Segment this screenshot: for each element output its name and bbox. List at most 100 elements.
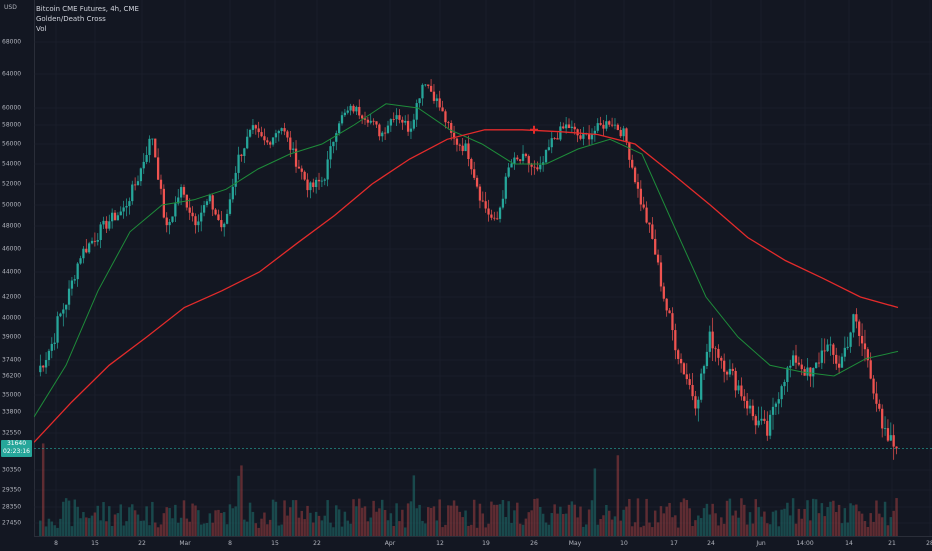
- volume-bar: [524, 518, 528, 536]
- volume-bar: [878, 513, 881, 536]
- price-tick-label: 35000: [2, 391, 22, 399]
- candle-body: [610, 124, 614, 126]
- candle-body: [303, 171, 306, 180]
- candle-body: [76, 263, 79, 280]
- volume-bar: [441, 527, 444, 536]
- candle-body: [889, 435, 892, 441]
- volume-bar: [199, 524, 203, 536]
- volume-bar: [395, 503, 398, 536]
- candle-body: [622, 128, 625, 137]
- volume-bar: [840, 523, 844, 536]
- volume-bar: [889, 517, 893, 536]
- indicator-golden-death-cross[interactable]: Golden/Death Cross: [36, 15, 106, 23]
- volume-bar: [110, 525, 114, 536]
- volume-bar: [780, 509, 783, 536]
- candle-body: [340, 115, 344, 124]
- volume-bar: [205, 523, 209, 536]
- volume-bar: [191, 503, 194, 536]
- volume-bar: [639, 527, 643, 536]
- volume-bar: [398, 521, 401, 536]
- volume-bar: [300, 510, 304, 536]
- candle-body: [349, 105, 352, 111]
- volume-bar: [533, 498, 536, 536]
- volume-bar: [429, 507, 433, 536]
- time-tick-label: 12: [436, 540, 444, 547]
- candle-body: [208, 195, 211, 202]
- time-axis[interactable]: 8 15 22 Mar 8 15 22 Apr 12 19 26 May 10 17 24 Jun 14:00 1…: [34, 536, 932, 551]
- volume-bar: [590, 500, 594, 536]
- candle-body: [47, 350, 51, 361]
- price-tick-label: 39000: [2, 333, 22, 341]
- volume-bar: [214, 510, 217, 536]
- volume-bars: [39, 443, 898, 536]
- volume-bar: [760, 516, 763, 536]
- symbol-title[interactable]: Bitcoin CME Futures, 4h, CME: [36, 5, 139, 13]
- candle-body: [743, 396, 746, 401]
- volume-bar: [366, 521, 370, 536]
- candle-body: [292, 148, 295, 150]
- time-tick-label: 15: [91, 540, 99, 547]
- price-tick-label: 64000: [2, 70, 22, 78]
- price-chart-plot[interactable]: [34, 0, 932, 536]
- candle-body: [122, 207, 125, 212]
- volume-bar: [202, 523, 206, 536]
- candle-body: [763, 418, 766, 421]
- volume-bar: [108, 506, 111, 536]
- volume-bar: [728, 498, 732, 536]
- last-price-value: 31640: [6, 440, 27, 448]
- candle-body: [869, 360, 872, 379]
- candle-body: [734, 370, 737, 391]
- volume-bar: [806, 500, 809, 536]
- volume-bar: [197, 510, 200, 536]
- candle-body: [378, 124, 381, 137]
- indicator-volume[interactable]: Vol: [36, 25, 47, 33]
- volume-bar: [691, 526, 694, 536]
- candle-body: [688, 379, 691, 385]
- volume-bar: [409, 501, 413, 536]
- volume-bar: [484, 527, 487, 536]
- volume-bar: [64, 498, 68, 536]
- candle-body: [746, 400, 749, 409]
- candle-body: [116, 215, 120, 221]
- ma-fast-line: [34, 103, 899, 418]
- volume-bar: [421, 520, 424, 536]
- volume-bar: [332, 527, 335, 536]
- volume-bar: [358, 498, 361, 536]
- candle-body: [50, 343, 53, 351]
- candle-body: [398, 115, 401, 120]
- price-tick-label: 33800: [2, 408, 22, 416]
- volume-bar: [286, 515, 289, 536]
- volume-bar: [516, 502, 519, 536]
- volume-bar: [507, 501, 510, 536]
- time-tick-label: 22: [138, 540, 146, 547]
- death-cross-marker: [530, 125, 538, 134]
- chart-grid: [34, 0, 932, 536]
- price-tick-label: 36200: [2, 372, 22, 380]
- volume-bar: [751, 523, 755, 536]
- candle-body: [125, 206, 128, 208]
- volume-bar: [642, 525, 645, 536]
- volume-bar: [720, 517, 723, 536]
- candle-body: [289, 137, 292, 150]
- candle-body: [849, 332, 852, 347]
- volume-bar: [447, 505, 450, 536]
- candle-body: [381, 132, 384, 137]
- volume-bar: [880, 517, 884, 536]
- volume-bar: [633, 522, 637, 536]
- time-tick-label: 15: [271, 540, 279, 547]
- candle-body: [501, 198, 505, 208]
- volume-bar: [490, 501, 493, 536]
- volume-bar: [478, 503, 482, 536]
- volume-bar: [501, 499, 505, 536]
- candle-body: [573, 126, 576, 130]
- candle-body: [780, 386, 783, 400]
- candle-body: [809, 367, 812, 377]
- candle-body: [96, 240, 99, 242]
- candle-body: [619, 129, 622, 137]
- candle-body: [412, 119, 415, 129]
- candle-body: [162, 188, 165, 218]
- candle-body: [202, 205, 206, 213]
- time-tick-label: 10: [620, 540, 628, 547]
- candle-body: [271, 137, 275, 145]
